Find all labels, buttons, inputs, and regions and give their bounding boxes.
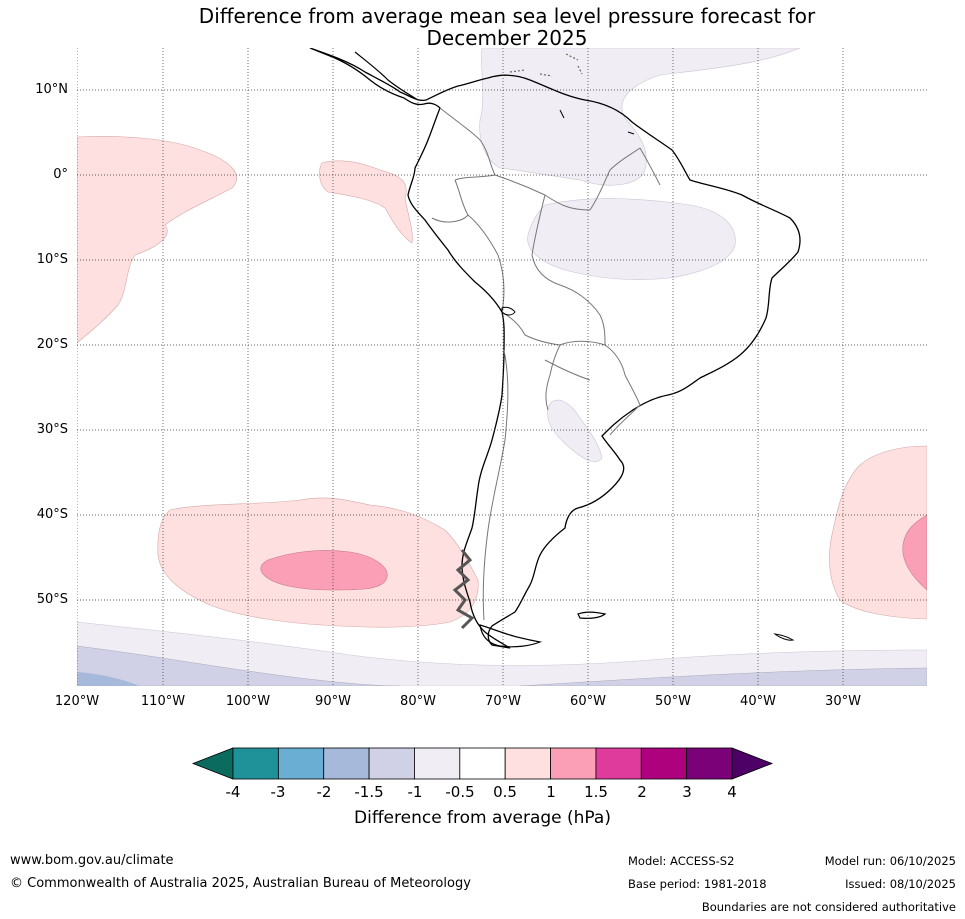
falkland-islands [577, 611, 607, 619]
lon-label-60w: 60°W [570, 694, 606, 709]
lon-label-120w: 120°W [54, 694, 100, 709]
legend-color-cell [368, 747, 415, 780]
legend-color-cell [595, 747, 642, 780]
title-line-2: December 2025 [426, 26, 588, 50]
anomaly-area-galapagos [319, 160, 413, 244]
lon-label-100w: 100°W [225, 694, 271, 709]
lon-label-110w: 110°W [140, 694, 186, 709]
anomaly-area-south-deep [77, 672, 140, 686]
legend-color-cell [640, 747, 688, 780]
color-legend [191, 747, 774, 780]
legend-color-cell [277, 747, 325, 780]
legend-color-cell [504, 747, 551, 780]
lat-label-10s: 10°S [36, 252, 68, 267]
anomaly-area-west-pacific [77, 136, 237, 344]
pressure-anomaly-map [77, 48, 927, 686]
website-link[interactable]: www.bom.gov.au/climate [10, 853, 174, 868]
legend-color-cell [323, 747, 370, 780]
anomaly-area-south-blue [77, 645, 401, 686]
legend-tick: 3 [682, 783, 692, 801]
model-text: Model: ACCESS-S2 [628, 854, 735, 868]
model-run-text: Model run: 06/10/2025 [824, 854, 956, 868]
south-georgia [773, 633, 795, 641]
anomaly-area-south-atlantic-core [902, 514, 927, 591]
lon-label-50w: 50°W [655, 694, 691, 709]
legend-tick: -1 [407, 783, 423, 801]
legend-color-cell [414, 747, 461, 780]
anomaly-area-southeast-pacific-core [260, 550, 388, 591]
lat-label-30s: 30°S [36, 422, 68, 437]
central-america [354, 51, 419, 101]
map-area: 10°N 0° 10°S 20°S 30°S 40°S 50°S 120°W 1… [35, 48, 927, 709]
legend-tick: -2 [316, 783, 332, 801]
lon-label-70w: 70°W [485, 694, 521, 709]
legend-title: Difference from average (hPa) [354, 808, 611, 828]
legend-tick: 1 [546, 783, 556, 801]
country-borders [431, 107, 661, 621]
lat-label-0: 0° [53, 167, 68, 182]
lat-label-20s: 20°S [36, 337, 68, 352]
legend-tick: 4 [727, 783, 737, 801]
legend-tick: -3 [270, 783, 286, 801]
legend-tick: 1.5 [584, 783, 608, 801]
lat-label-40s: 40°S [36, 507, 68, 522]
lat-label-50s: 50°S [36, 592, 68, 607]
map-title: Difference from average mean sea level p… [0, 5, 965, 49]
graticule [77, 48, 927, 686]
lake-guri [559, 109, 635, 135]
legend-arrow-low [191, 747, 234, 780]
issued-text: Issued: 08/10/2025 [845, 877, 956, 891]
legend-color-cell [550, 747, 597, 780]
anomaly-area-caribbean [479, 48, 801, 186]
lon-label-40w: 40°W [740, 694, 776, 709]
legend-tick: 0.5 [493, 783, 517, 801]
anomaly-area-rio-plata [547, 399, 603, 463]
legend-color-cell [459, 747, 506, 780]
legend-color-cell [232, 747, 279, 780]
anomaly-area-south-atlantic [829, 445, 927, 620]
disclaimer-text: Boundaries are not considered authoritat… [701, 900, 956, 914]
legend-tick: -4 [225, 783, 241, 801]
copyright-text: © Commonwealth of Australia 2025, Austra… [10, 876, 471, 891]
legend-color-cell [686, 747, 733, 780]
lake-titicaca [501, 306, 516, 316]
anomaly-area-amazon [527, 198, 736, 280]
anomaly-area-south-blue-east [519, 667, 927, 686]
lon-label-90w: 90°W [315, 694, 351, 709]
tierra-del-fuego [479, 624, 543, 648]
lon-label-30w: 30°W [825, 694, 861, 709]
lat-label-10n: 10°N [35, 82, 68, 97]
base-period-text: Base period: 1981-2018 [628, 877, 767, 891]
legend-tick: 2 [637, 783, 647, 801]
south-america-coastline [309, 48, 801, 649]
legend-tick: -0.5 [445, 783, 475, 801]
chile-fjords [452, 549, 475, 630]
legend-tick: -1.5 [354, 783, 384, 801]
title-line-1: Difference from average mean sea level p… [198, 4, 816, 28]
lon-label-80w: 80°W [400, 694, 436, 709]
anomaly-area-south-light [77, 621, 927, 686]
legend-arrow-high [731, 747, 774, 780]
